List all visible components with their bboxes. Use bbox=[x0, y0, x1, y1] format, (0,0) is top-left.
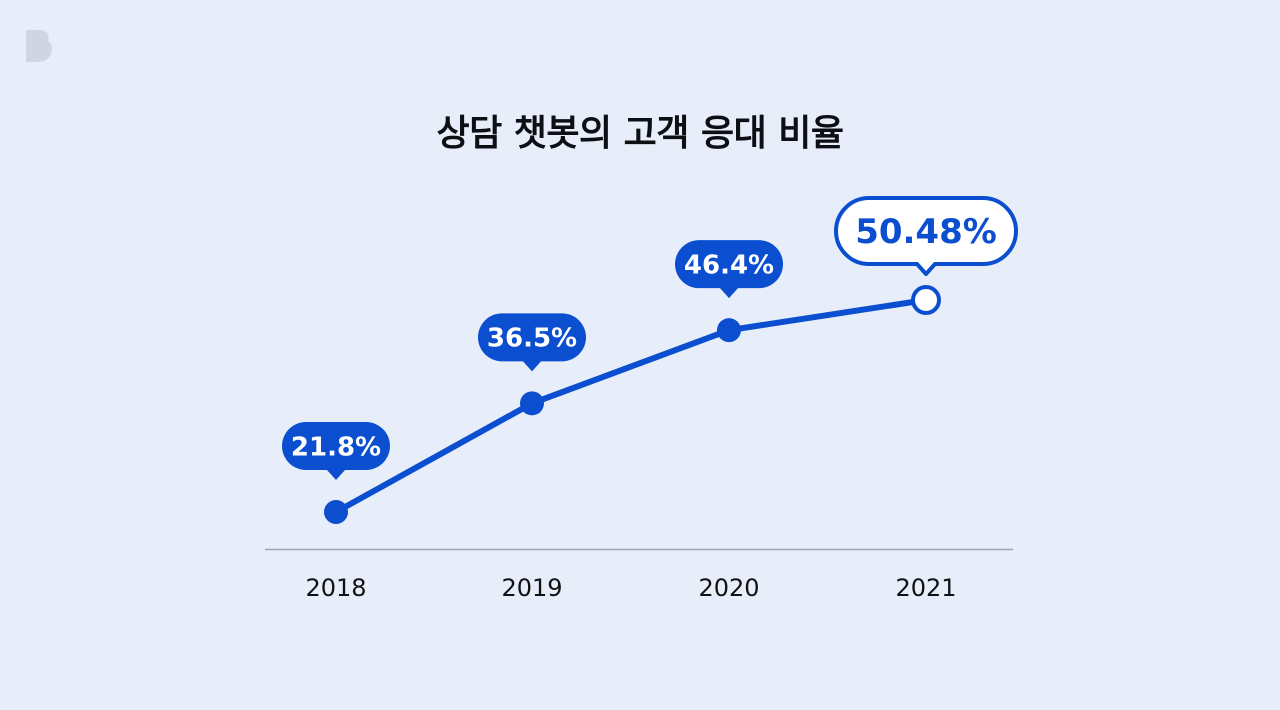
series-line bbox=[333, 297, 929, 515]
page-title: 상담 챗봇의 고객 응대 비율 bbox=[436, 113, 844, 154]
data-label-bubble bbox=[675, 240, 783, 299]
data-label: 50.48% bbox=[855, 212, 997, 252]
data-point bbox=[911, 285, 941, 315]
data-label-bubble bbox=[282, 422, 390, 480]
x-tick-label: 2018 bbox=[305, 574, 366, 602]
data-point bbox=[324, 500, 348, 524]
x-tick-label: 2021 bbox=[895, 574, 956, 602]
x-tick-label: 2020 bbox=[698, 574, 759, 602]
b-logo-icon bbox=[26, 30, 52, 62]
data-point bbox=[717, 318, 741, 343]
data-label: 21.8% bbox=[291, 432, 381, 462]
data-label: 36.5% bbox=[487, 324, 577, 354]
data-point bbox=[520, 391, 544, 416]
data-label-bubble bbox=[834, 196, 1018, 276]
data-label-bubble bbox=[478, 313, 586, 372]
x-tick-label: 2019 bbox=[501, 574, 562, 602]
data-label: 46.4% bbox=[684, 251, 774, 281]
